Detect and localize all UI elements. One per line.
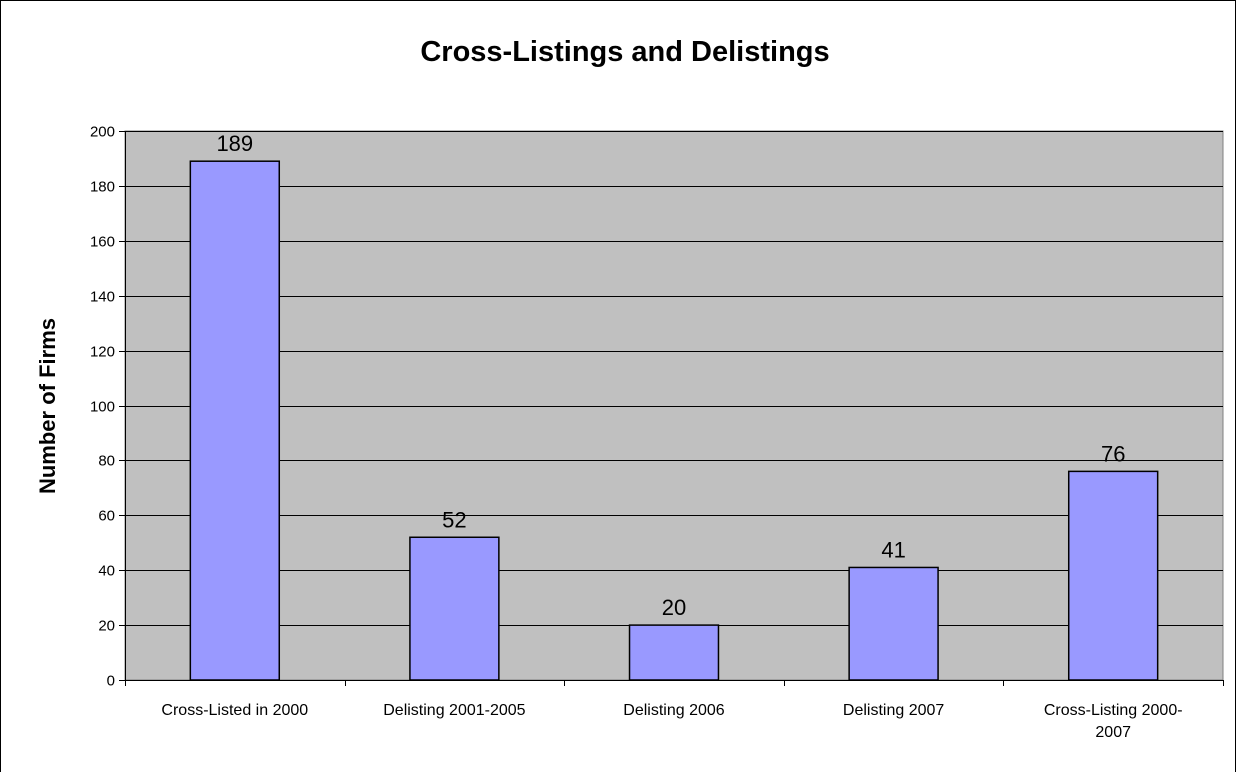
y-tick-label-9: 180 [90, 179, 115, 196]
data-label-3: 41 [881, 537, 905, 562]
y-tick-label-3: 60 [98, 508, 115, 525]
bar-1 [409, 536, 500, 681]
y-tick-label-8: 160 [90, 234, 115, 251]
bar-0 [189, 160, 281, 681]
category-label-3: Delisting 2007 [843, 702, 945, 719]
y-tick-label-4: 80 [98, 453, 115, 470]
y-tick-label-5: 100 [90, 399, 115, 416]
y-tick-label-2: 40 [98, 563, 115, 580]
bar-4 [1067, 470, 1159, 681]
y-tick-label-7: 140 [90, 289, 115, 306]
plot-background [124, 130, 1224, 681]
y-axis-label: Number of Firms [35, 318, 60, 494]
bar-3 [848, 566, 939, 681]
data-label-0: 189 [216, 131, 253, 156]
data-label-1: 52 [442, 507, 466, 532]
y-tick-label-0: 0 [107, 673, 115, 690]
y-tick-label-6: 120 [90, 344, 115, 361]
bar-2 [628, 624, 720, 681]
y-tick-label-1: 20 [98, 618, 115, 635]
category-label-4-line-1: 2007 [1095, 724, 1131, 741]
data-label-2: 20 [662, 595, 686, 620]
category-label-1: Delisting 2001-2005 [383, 702, 525, 719]
data-label-4: 76 [1101, 441, 1125, 466]
plot-area: 0 20 40 60 80 100 120 140 160 180 200 189 Cross-List… [90, 124, 1224, 741]
y-tick-label-10: 200 [90, 124, 115, 141]
chart-title: Cross-Listings and Delistings [420, 36, 829, 68]
category-label-4-line-0: Cross-Listing 2000- [1044, 702, 1183, 719]
category-label-0: Cross-Listed in 2000 [161, 702, 308, 719]
category-label-2: Delisting 2006 [623, 702, 725, 719]
